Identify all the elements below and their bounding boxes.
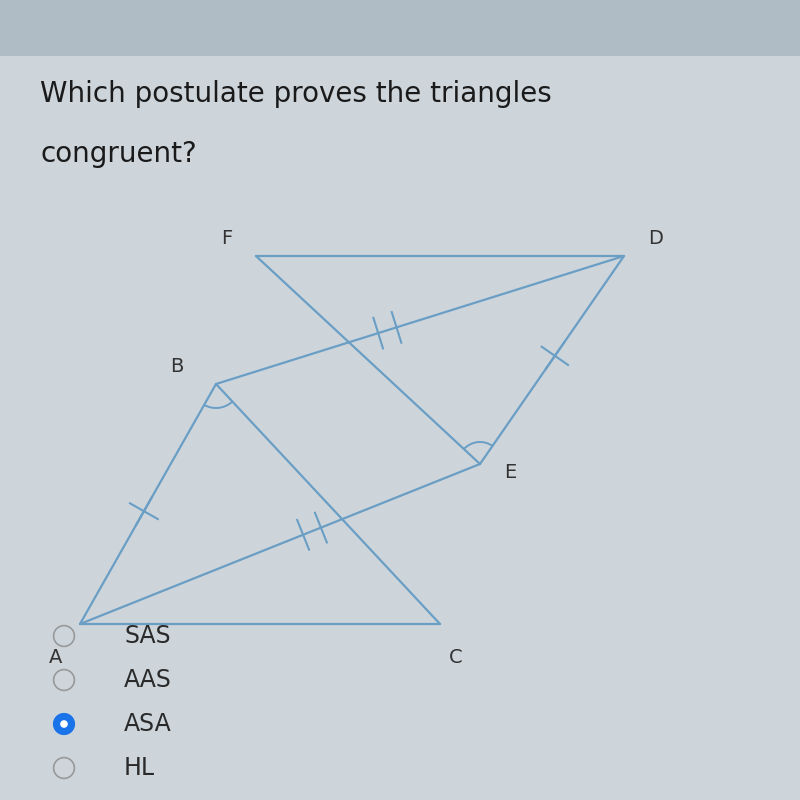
- Text: E: E: [504, 462, 516, 482]
- Text: F: F: [221, 229, 232, 248]
- Text: congruent?: congruent?: [40, 140, 197, 168]
- Text: Which postulate proves the triangles: Which postulate proves the triangles: [40, 80, 552, 108]
- Text: D: D: [648, 229, 663, 248]
- Text: C: C: [449, 648, 463, 667]
- Circle shape: [54, 714, 74, 734]
- Text: A: A: [50, 648, 62, 667]
- Text: B: B: [170, 357, 184, 376]
- Text: AAS: AAS: [124, 668, 172, 692]
- Circle shape: [61, 721, 67, 727]
- Text: SAS: SAS: [124, 624, 170, 648]
- Text: ASA: ASA: [124, 712, 172, 736]
- Bar: [0, 0, 800, 56]
- Text: HL: HL: [124, 756, 155, 780]
